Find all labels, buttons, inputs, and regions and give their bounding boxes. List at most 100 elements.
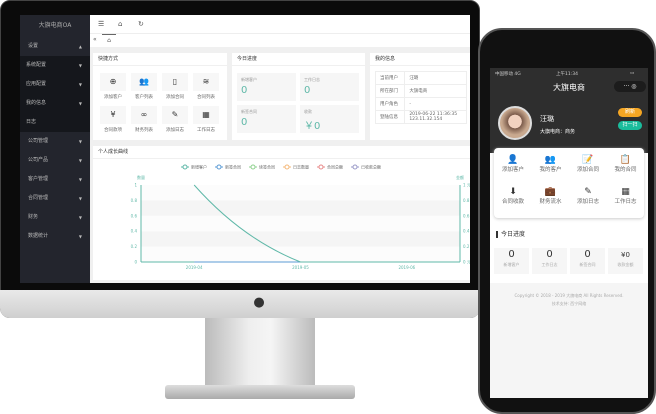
quick-link-button[interactable]: 👥 (131, 73, 157, 91)
refresh-icon[interactable]: ↻ (138, 20, 144, 28)
sidebar-item[interactable]: 合同管理 ▼ (20, 189, 90, 208)
legend-label[interactable]: 已收款总额 (361, 164, 381, 170)
refresh-button[interactable]: 刷新 (618, 108, 642, 117)
grid-icon: 💼 (544, 187, 557, 197)
growth-chart-card: 个人成长曲线 数量 金额 0 0 元 0.2 0.2 元 0.4 0.4 元 0.6 0.6 元 0… (93, 146, 470, 280)
info-key: 当前用户 (374, 71, 406, 85)
sidebar-item[interactable]: 财务 ▼ (20, 208, 90, 227)
chevron-down-icon: ▼ (78, 177, 82, 182)
mobile-grid-item[interactable]: 📝 添加合同 (569, 155, 607, 173)
chevron-down-icon: ▼ (78, 82, 82, 87)
mobile-grid-item[interactable]: ✎ 添加日志 (569, 187, 607, 205)
grid-label: 添加客户 (501, 167, 524, 173)
legend-label[interactable]: 新签合同 (225, 164, 241, 170)
legend-marker (284, 164, 290, 170)
mobile-screen: 中国移动 4G 上午11:34 ▭ 大旗电商 ··· ◎ 汪璐 大旗电商：商务 … (490, 68, 648, 398)
grid-band (141, 231, 460, 247)
quick-link-label: 财务列表 (135, 128, 153, 133)
info-value-text: - (409, 101, 411, 107)
grid-icon: 👤 (507, 155, 519, 165)
app-title: 大旗电商OA (38, 22, 72, 29)
stat-value: ￥0 (304, 121, 321, 132)
sidebar-subitem[interactable]: 我的信息 ▼ (20, 94, 90, 113)
info-value: 2019-06-22 11:36:35 123.11.32.154 (404, 110, 467, 124)
scan-button[interactable]: 扫一扫 (618, 121, 642, 130)
sidebar-item[interactable]: 公司管理 ▼ (20, 132, 90, 151)
mobile-header: 中国移动 4G 上午11:34 ▭ 大旗电商 ··· ◎ 汪璐 大旗电商：商务 … (490, 68, 648, 153)
mobile-grid-item[interactable]: ▦ 工作日志 (607, 187, 645, 205)
y-tick-label: 0.4 (131, 229, 138, 234)
mobile-grid-item[interactable]: 👥 我的客户 (532, 155, 570, 173)
y2-tick-label: 1 元 (463, 183, 470, 188)
sidebar-item-label: 客户管理 (28, 176, 49, 182)
stat-label: 工作日志 (541, 262, 558, 267)
quick-link-label: 添加日志 (166, 128, 184, 133)
legend-marker (182, 164, 188, 170)
stat-value: 0 (508, 249, 515, 260)
legend-label[interactable]: 合同总额 (327, 164, 343, 170)
monitor-stand (205, 318, 315, 388)
y2-tick-label: 0.4 元 (463, 229, 470, 234)
sidebar-item[interactable]: 客户管理 ▼ (20, 170, 90, 189)
sidebar-item[interactable]: 设置 ▲ (20, 37, 90, 56)
quick-link-button[interactable]: ∞ (131, 106, 157, 124)
home-icon[interactable]: ⌂ (118, 20, 123, 28)
legend-label[interactable]: 日志数量 (293, 164, 309, 170)
legend-label[interactable]: 续签合同 (259, 164, 275, 170)
mobile-grid-item[interactable]: 👤 添加客户 (494, 155, 532, 173)
grid-label: 我的合同 (614, 167, 637, 173)
sidebar-subitem-label: 日志 (26, 119, 37, 125)
x-tick-label: 2019-06 (398, 265, 415, 270)
stat-value: 0 (584, 249, 591, 260)
stat-value: ¥0 (621, 251, 630, 259)
sidebar-item[interactable]: 公司产品 ▼ (20, 151, 90, 170)
grid-band (141, 200, 460, 216)
grid-band (141, 185, 460, 201)
series-line (193, 184, 407, 263)
sidebar-subitem-label: 我的信息 (26, 100, 47, 106)
sidebar-subitem[interactable]: 日志 (20, 113, 90, 132)
y2-tick-label: 0.2 元 (463, 244, 470, 249)
sidebar-item[interactable]: 数据统计 ▼ (20, 227, 90, 246)
card-title: 快捷方式 (93, 53, 227, 66)
chevron-down-icon: ▼ (78, 215, 82, 220)
mobile-grid-item[interactable]: 📋 我的合同 (607, 155, 645, 173)
mobile-grid-item[interactable]: 💼 财务流水 (532, 187, 570, 205)
tab-home[interactable]: ⌂ (102, 34, 116, 47)
sidebar-subitem[interactable]: 应用配置 ▼ (20, 75, 90, 94)
y-tick-label: 1 (134, 183, 137, 188)
tab-bar: « ⌂ (90, 34, 470, 47)
info-row: 当前用户 汪璐 (374, 71, 467, 85)
y-tick-label: 0.6 (131, 213, 138, 218)
quick-link-button[interactable]: ¥ (100, 106, 126, 124)
mobile-grid-item[interactable]: ⬇ 合同收款 (494, 187, 532, 205)
grid-band (141, 215, 460, 232)
stat-tile: 工作日志 0 (300, 73, 359, 101)
today-title: 今日进度 (496, 231, 525, 238)
collapse-left-icon[interactable]: « (93, 36, 97, 43)
legend-label[interactable]: 新增客户 (191, 164, 207, 170)
info-key: 登陆信息 (374, 110, 406, 124)
sidebar-item-label: 合同管理 (28, 195, 49, 201)
info-row: 用户角色 - (374, 97, 467, 111)
sidebar-item-label: 公司管理 (28, 138, 49, 144)
more-close-capsule[interactable]: ··· ◎ (614, 81, 646, 92)
info-value: - (404, 97, 467, 111)
quick-link-button[interactable]: ✎ (162, 106, 188, 124)
quick-link-label: 合同款项 (104, 128, 122, 133)
sidebar-subitem[interactable]: 系统配置 ▼ (20, 56, 90, 75)
copyright: Copyright © 2018 - 2019 大旗电商 All Rights … (514, 293, 624, 298)
info-value-text-2: 123.11.32.154 (409, 117, 443, 122)
menu-icon[interactable]: ☰ (98, 20, 105, 28)
quick-link-button[interactable]: ▯ (162, 73, 188, 91)
stat-value: 0 (304, 85, 311, 96)
quick-link-label: 客户列表 (135, 95, 153, 100)
quick-link-button[interactable]: ≋ (193, 73, 219, 91)
quick-links-card: 快捷方式 ⊕ 添加客户 👥 客户列表 ▯ 添加合同 ≋ 合同列表 ¥ 合同款项 ∞ 财务列表 ✎ 添加日志… (93, 53, 227, 140)
grid-icon: ✎ (584, 187, 592, 197)
quick-link-button[interactable]: ⊕ (100, 73, 126, 91)
quick-link-button[interactable]: ▦ (193, 106, 219, 124)
y2-axis-label: 金额 (456, 174, 464, 180)
sidebar-item-label: 财务 (28, 214, 39, 220)
chevron-down-icon: ▼ (78, 101, 82, 106)
